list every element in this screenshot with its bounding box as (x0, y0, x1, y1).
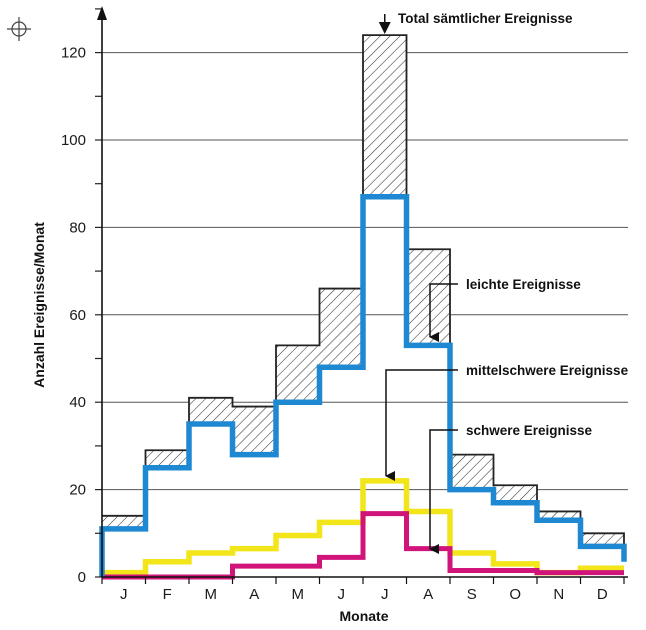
total-hatch-bar (406, 249, 450, 346)
x-tick-label: J (381, 586, 389, 603)
series-line-mittelschwere (102, 478, 624, 576)
y-axis-arrow-icon (97, 6, 107, 20)
arrow-total-icon (378, 22, 391, 34)
x-tick-label: M (292, 586, 305, 603)
total-hatch-bar (580, 533, 624, 547)
crosshair-register-icon (7, 17, 31, 41)
y-axis-title: Anzahl Ereignisse/Monat (31, 222, 47, 388)
total-hatch-bar (276, 345, 320, 403)
total-hatch-bar (102, 515, 146, 529)
x-axis-title: Monate (340, 608, 389, 624)
total-hatch-bar (493, 485, 537, 503)
x-tick-label: M (205, 586, 218, 603)
total-hatch-bar (537, 511, 581, 521)
total-hatch-bar (363, 35, 407, 197)
total-hatch-bar (232, 406, 276, 455)
x-tick-label: N (553, 586, 564, 603)
total-hatch-bar (319, 288, 363, 368)
y-tick-label: 20 (69, 482, 86, 499)
x-tick-label: J (338, 586, 346, 603)
x-tick-label: J (120, 586, 128, 603)
y-tick-label: 0 (78, 569, 86, 586)
y-tick-label: 100 (61, 132, 86, 149)
x-tick-label: D (597, 586, 608, 603)
x-tick-label: A (423, 586, 433, 603)
x-tick-label: O (509, 586, 521, 603)
series-line-leichte (99, 194, 627, 577)
x-tick-label: S (467, 586, 477, 603)
legend-label-total: Total sämtlicher Ereignisse (398, 11, 573, 26)
x-tick-label: A (249, 586, 259, 603)
y-tick-label: 40 (69, 394, 86, 411)
arrow-mittelschwere (385, 369, 458, 481)
y-tick-label: 120 (61, 45, 86, 62)
legend-label-schwere: schwere Ereignisse (466, 423, 593, 438)
total-hatch-bar (145, 450, 189, 468)
total-hatch-bar (189, 397, 233, 425)
y-tick-label: 80 (69, 219, 86, 236)
arrow-leichte (429, 283, 458, 342)
series-line-schwere (102, 511, 624, 580)
arrow-schwere (429, 429, 458, 554)
x-tick-label: F (163, 586, 172, 603)
total-hatch-bar (450, 454, 494, 490)
legend-label-mittelschwere: mittelschwere Ereignisse (466, 363, 629, 378)
y-tick-label: 60 (69, 307, 86, 324)
legend-label-leichte: leichte Ereignisse (466, 277, 581, 292)
